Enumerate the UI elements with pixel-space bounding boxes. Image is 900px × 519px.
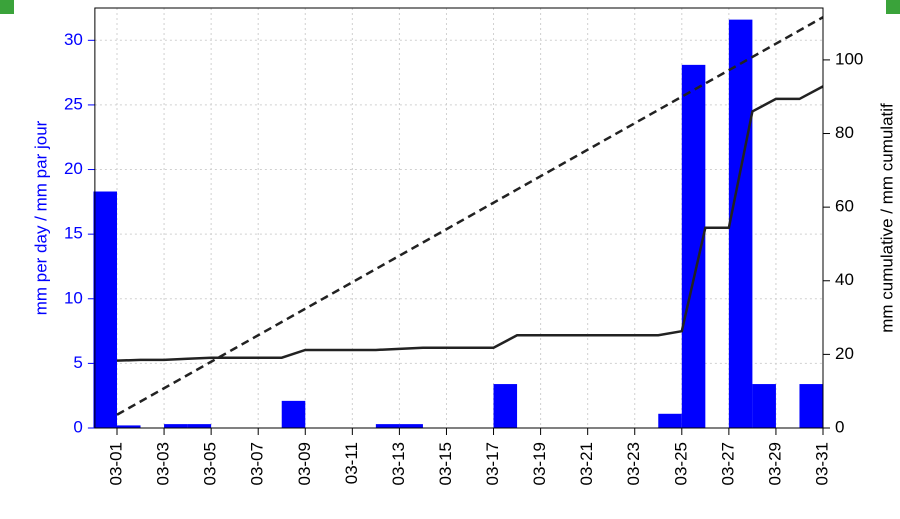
bar	[375, 424, 400, 428]
y2-axis-label: mm cumulative / mm cumulatif	[877, 103, 896, 333]
y-axis-label: mm per day / mm par jour	[31, 120, 50, 315]
bar	[728, 19, 753, 429]
y2-tick-label: 100	[835, 49, 863, 68]
corner-mark	[886, 0, 900, 14]
x-tick-label: 03-21	[577, 442, 596, 485]
bar	[399, 424, 423, 428]
bar	[658, 413, 682, 428]
x-tick-label: 03-05	[201, 442, 220, 485]
y-tick-label: 25	[64, 94, 83, 113]
x-tick-label: 03-13	[389, 442, 408, 485]
plot-area: 03-01 03-03 03-05 03-07 03-09 03-11 03-13 03-15…	[64, 7, 863, 485]
y2-tick-label: 20	[835, 344, 854, 363]
y-tick-label: 0	[73, 417, 82, 436]
line	[116, 85, 824, 362]
x-tick-label: 03-03	[154, 442, 173, 485]
x-tick-label: 03-29	[765, 442, 784, 485]
bar	[117, 425, 141, 428]
y-tick-label: 20	[64, 159, 83, 178]
bar	[281, 400, 306, 428]
x-tick-label: 03-01	[106, 442, 125, 485]
y2-tick-label: 0	[835, 417, 844, 436]
y2-tick-label: 60	[835, 197, 854, 216]
bar	[187, 424, 212, 428]
bar	[164, 424, 188, 428]
plot-frame	[94, 7, 824, 429]
y2-tick-label: 40	[835, 270, 854, 289]
bar	[681, 64, 706, 428]
x-tick-label: 03-09	[295, 442, 314, 485]
x-tick-label: 03-17	[483, 442, 502, 485]
x-tick-label: 03-27	[718, 442, 737, 485]
x-tick-label: 03-25	[671, 442, 690, 485]
x-tick-label: 03-11	[342, 442, 361, 484]
x-tick-label: 03-19	[530, 442, 549, 485]
bar	[93, 191, 117, 428]
bar	[799, 384, 823, 428]
y-tick-label: 5	[73, 353, 82, 372]
y-tick-label: 10	[64, 288, 83, 307]
x-tick-label: 03-31	[812, 442, 831, 485]
x-tick-label: 03-07	[248, 442, 267, 485]
x-tick-label: 03-23	[624, 442, 643, 485]
corner-mark	[0, 0, 14, 14]
line	[116, 16, 824, 416]
y2-tick-label: 80	[835, 123, 854, 142]
y-tick-label: 30	[64, 30, 83, 49]
y-tick-label: 15	[64, 224, 83, 243]
bar	[752, 384, 776, 428]
bar	[493, 384, 518, 428]
x-tick-label: 03-15	[436, 442, 455, 485]
